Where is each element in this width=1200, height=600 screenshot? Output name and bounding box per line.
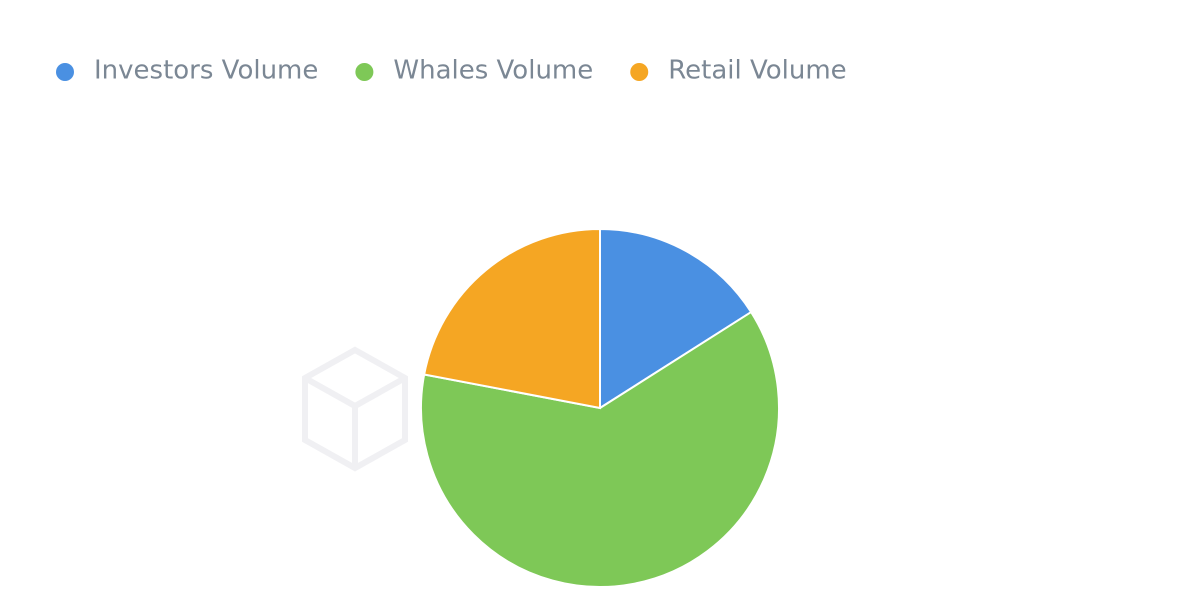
legend-label: Investors Volume — [94, 56, 318, 86]
watermark — [302, 346, 408, 472]
legend-label: Whales Volume — [393, 56, 593, 86]
legend-label: Retail Volume — [668, 56, 846, 86]
legend-marker — [355, 63, 374, 81]
pie-slice — [423, 227, 601, 410]
pie-slice — [420, 310, 780, 588]
legend-marker — [630, 63, 649, 81]
legend-marker — [56, 63, 74, 81]
pie-slice — [599, 227, 753, 410]
